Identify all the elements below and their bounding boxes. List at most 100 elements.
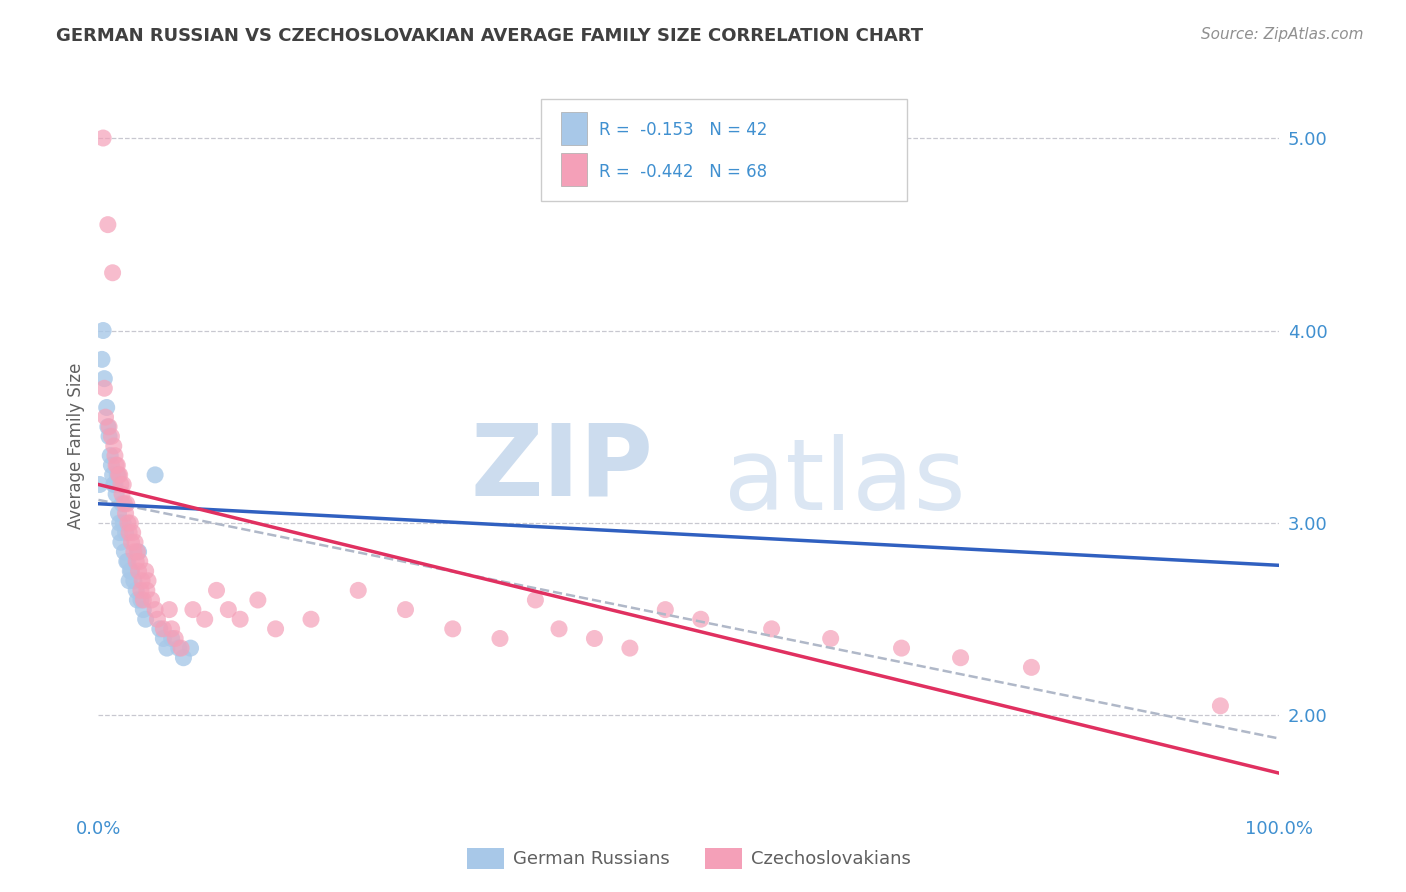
Point bbox=[689, 612, 711, 626]
Point bbox=[115, 497, 138, 511]
Point bbox=[108, 516, 131, 530]
Point bbox=[194, 612, 217, 626]
Point bbox=[132, 602, 155, 616]
Point bbox=[121, 564, 143, 578]
Point bbox=[264, 622, 287, 636]
Point bbox=[127, 545, 149, 559]
Point bbox=[111, 497, 134, 511]
Point bbox=[121, 525, 143, 540]
Point bbox=[135, 583, 157, 598]
Point bbox=[94, 410, 117, 425]
Point bbox=[146, 612, 169, 626]
Point bbox=[89, 477, 111, 491]
Point bbox=[135, 612, 157, 626]
Point bbox=[115, 554, 138, 568]
Point bbox=[110, 477, 132, 491]
Point bbox=[217, 602, 239, 616]
Point bbox=[91, 324, 114, 338]
Point bbox=[100, 458, 122, 473]
Point bbox=[96, 401, 118, 415]
Point bbox=[128, 554, 150, 568]
Point bbox=[181, 602, 204, 616]
Point bbox=[120, 564, 142, 578]
Text: Source: ZipAtlas.com: Source: ZipAtlas.com bbox=[1201, 27, 1364, 42]
Point bbox=[104, 477, 127, 491]
Point bbox=[246, 593, 269, 607]
Point bbox=[583, 632, 606, 646]
Point bbox=[135, 564, 157, 578]
Point bbox=[157, 602, 180, 616]
Point bbox=[654, 602, 676, 616]
Point bbox=[105, 458, 128, 473]
Point bbox=[91, 131, 114, 145]
Point bbox=[91, 352, 114, 367]
Point bbox=[143, 602, 166, 616]
Point bbox=[149, 622, 172, 636]
Point bbox=[141, 593, 163, 607]
Point bbox=[131, 574, 153, 588]
Point bbox=[101, 467, 124, 482]
Point bbox=[122, 574, 145, 588]
Point bbox=[129, 583, 152, 598]
Point bbox=[98, 449, 121, 463]
Point bbox=[1021, 660, 1043, 674]
Point bbox=[105, 467, 128, 482]
Point bbox=[229, 612, 252, 626]
Point bbox=[548, 622, 571, 636]
Point bbox=[107, 507, 129, 521]
Bar bbox=[561, 153, 588, 186]
Point bbox=[205, 583, 228, 598]
Point bbox=[108, 525, 131, 540]
Point bbox=[118, 525, 141, 540]
Point bbox=[143, 467, 166, 482]
Point bbox=[118, 574, 141, 588]
Point bbox=[524, 593, 547, 607]
Point bbox=[820, 632, 842, 646]
Point bbox=[172, 650, 194, 665]
Point bbox=[101, 266, 124, 280]
Text: R =  -0.153   N = 42: R = -0.153 N = 42 bbox=[599, 121, 768, 139]
FancyBboxPatch shape bbox=[541, 99, 907, 201]
Point bbox=[125, 554, 148, 568]
Legend: German Russians, Czechoslovakians: German Russians, Czechoslovakians bbox=[460, 840, 918, 876]
Point bbox=[394, 602, 416, 616]
Point bbox=[117, 516, 139, 530]
Point bbox=[152, 632, 174, 646]
Point bbox=[107, 467, 129, 482]
Point bbox=[98, 429, 121, 443]
Point bbox=[97, 419, 120, 434]
Point bbox=[122, 545, 145, 559]
Point bbox=[98, 419, 121, 434]
Point bbox=[132, 593, 155, 607]
Point bbox=[121, 535, 143, 549]
Point bbox=[104, 449, 127, 463]
Text: GERMAN RUSSIAN VS CZECHOSLOVAKIAN AVERAGE FAMILY SIZE CORRELATION CHART: GERMAN RUSSIAN VS CZECHOSLOVAKIAN AVERAG… bbox=[56, 27, 924, 45]
Point bbox=[170, 641, 193, 656]
Point bbox=[120, 516, 142, 530]
Point bbox=[114, 507, 136, 521]
Point bbox=[112, 497, 135, 511]
Point bbox=[160, 622, 183, 636]
Point bbox=[949, 650, 972, 665]
Point bbox=[112, 516, 135, 530]
Point bbox=[152, 622, 174, 636]
Point bbox=[124, 535, 146, 549]
Point bbox=[165, 632, 187, 646]
Point bbox=[129, 593, 152, 607]
Point bbox=[1209, 698, 1232, 713]
Point bbox=[125, 583, 148, 598]
Point bbox=[156, 641, 179, 656]
Point bbox=[180, 641, 202, 656]
Point bbox=[103, 439, 125, 453]
Point bbox=[111, 487, 134, 501]
Point bbox=[97, 218, 120, 232]
Point bbox=[108, 467, 131, 482]
Point bbox=[167, 641, 190, 656]
Y-axis label: Average Family Size: Average Family Size bbox=[66, 363, 84, 529]
Point bbox=[110, 535, 132, 549]
Point bbox=[127, 593, 149, 607]
Point bbox=[761, 622, 783, 636]
Point bbox=[128, 564, 150, 578]
Point bbox=[347, 583, 370, 598]
Point bbox=[105, 487, 128, 501]
